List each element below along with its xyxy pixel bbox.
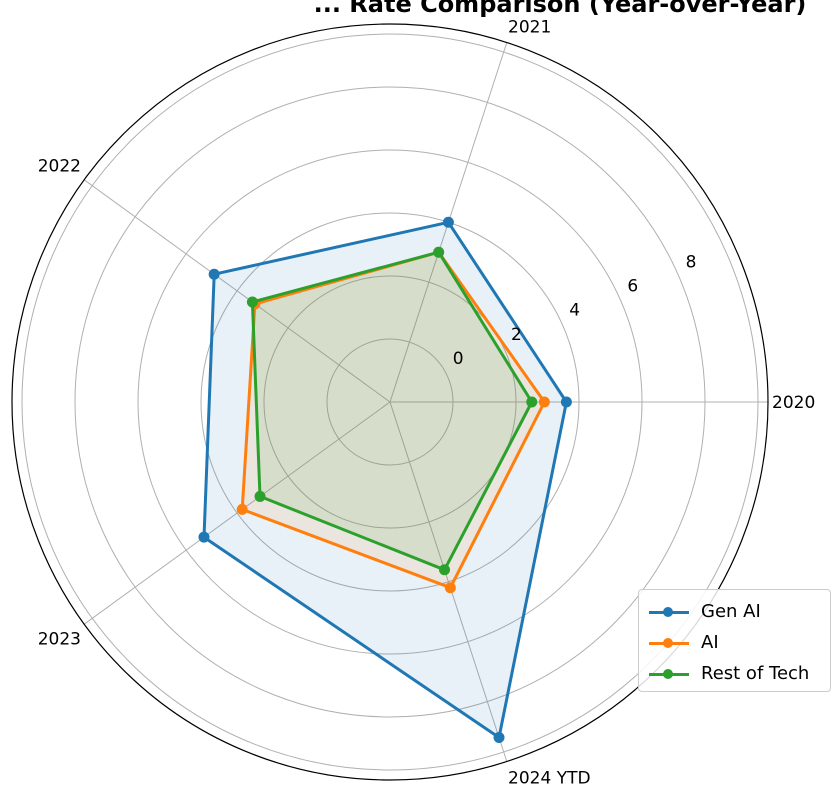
data-point-0-4: [493, 732, 505, 744]
radial-tick-label-2: 4: [569, 301, 580, 321]
radial-tick-label-3: 6: [627, 277, 638, 297]
legend-label: Gen AI: [701, 601, 761, 622]
radial-tick-label-4: 8: [686, 252, 697, 272]
legend-label: Rest of Tech: [701, 663, 810, 684]
chart-title: ... Rate Comparison (Year-over-Year): [314, 0, 807, 18]
radial-tick-label-1: 2: [511, 325, 522, 345]
data-point-2-1: [433, 246, 445, 258]
series-fill-0: [204, 222, 567, 738]
data-point-1-0: [538, 396, 550, 408]
data-point-1-4: [444, 582, 456, 594]
category-label-4: 2024 YTD: [508, 768, 591, 788]
legend: Gen AI AI Rest of Tech: [638, 589, 831, 692]
legend-swatch: [647, 604, 691, 620]
data-point-1-3: [236, 503, 248, 515]
spoke-2: [83, 179, 391, 403]
data-point-2-0: [526, 396, 538, 408]
data-point-0-1: [442, 216, 454, 228]
legend-label: AI: [701, 632, 719, 653]
category-label-3: 2023: [38, 630, 81, 650]
series-fill-1: [242, 252, 545, 588]
legend-item-0: Gen AI: [647, 596, 822, 627]
series-line-0: [202, 220, 568, 739]
legend-item-1: AI: [647, 627, 822, 658]
radial-tick-label-0: 0: [453, 349, 464, 369]
series-line-1: [240, 250, 546, 590]
series-line-2: [250, 250, 534, 572]
series-fill-2: [252, 252, 532, 570]
category-label-0: 2020: [772, 393, 815, 413]
data-point-0-0: [560, 396, 572, 408]
data-point-2-3: [254, 490, 266, 502]
data-point-2-4: [439, 564, 451, 576]
data-point-0-2: [208, 268, 220, 280]
data-point-2-2: [246, 296, 258, 308]
category-label-1: 2021: [508, 18, 551, 38]
data-point-0-3: [198, 531, 210, 543]
polar-frame: [11, 23, 769, 781]
spoke-3: [83, 401, 391, 625]
category-label-2: 2022: [38, 156, 81, 176]
legend-swatch: [647, 635, 691, 651]
legend-swatch: [647, 666, 691, 682]
spoke-4: [389, 401, 508, 762]
legend-item-2: Rest of Tech: [647, 658, 822, 689]
